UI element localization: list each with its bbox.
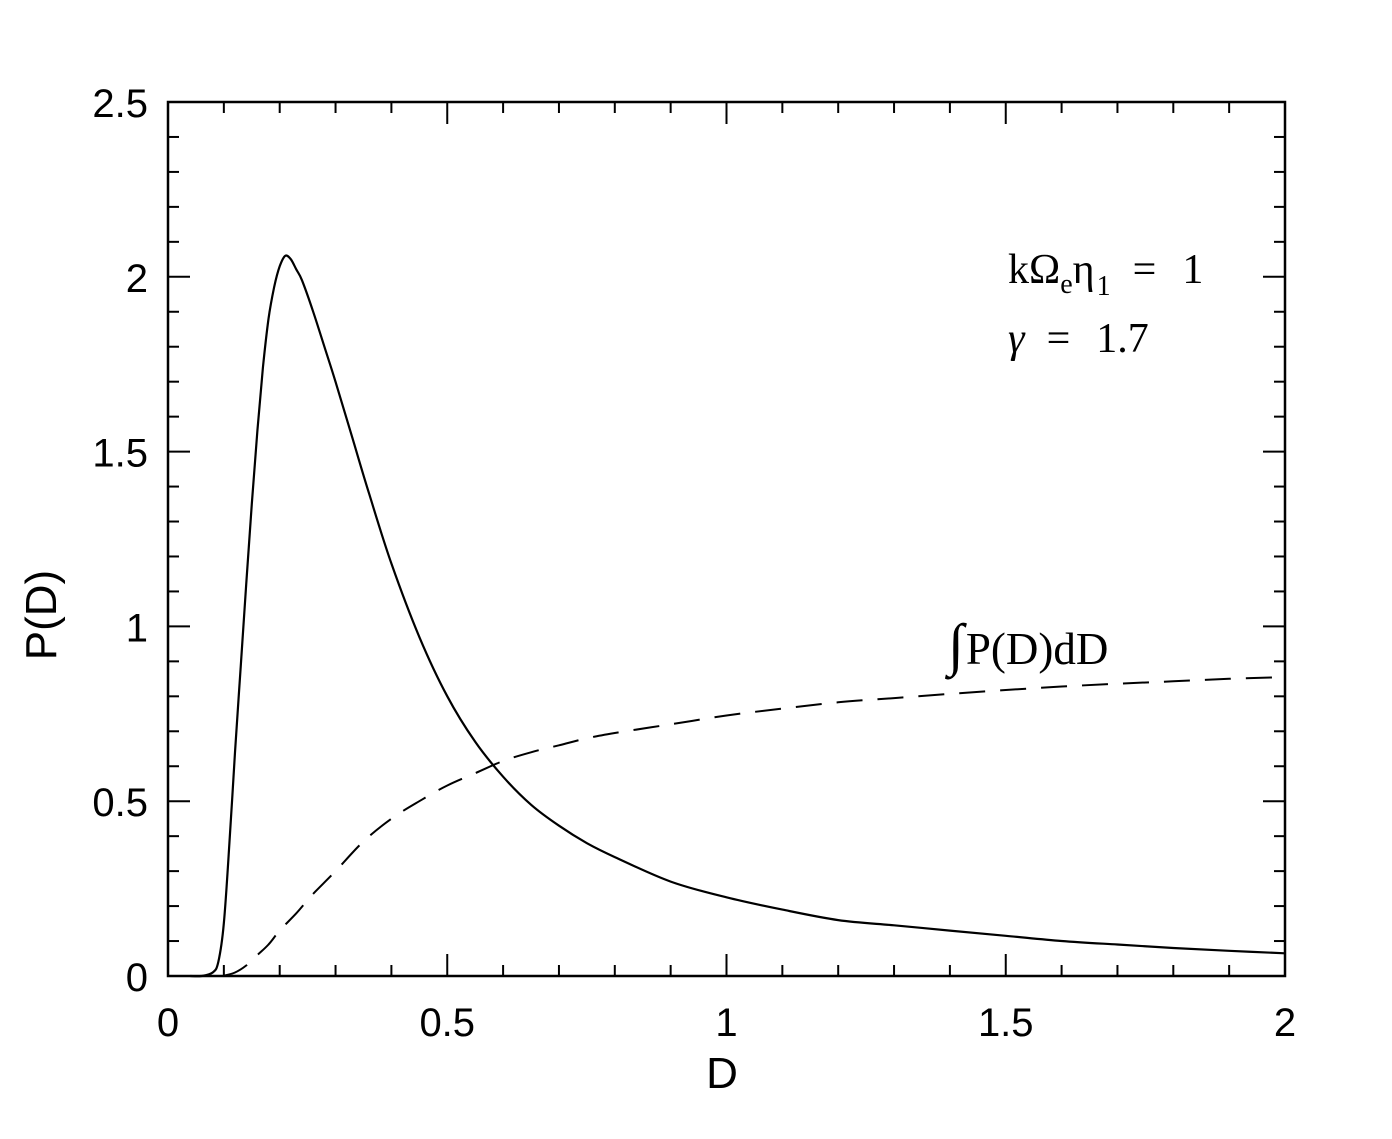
pdf-curve-solid bbox=[190, 254, 1286, 978]
y-tick-label: 0.5 bbox=[92, 781, 148, 825]
x-tick-label: 2 bbox=[1274, 1001, 1296, 1045]
cdf-curve-dashed bbox=[223, 676, 1286, 977]
x-tick-labels: 0 0.5 1 1.5 2 bbox=[157, 1001, 1296, 1045]
x-axis-title: D bbox=[706, 1049, 738, 1098]
x-tick-label: 0.5 bbox=[419, 1001, 475, 1045]
cdf-curve-label: ∫P(D)dD bbox=[944, 612, 1108, 680]
y-axis-title: P(D) bbox=[17, 570, 66, 660]
y-tick-label: 0 bbox=[126, 956, 148, 1000]
y-tick-label: 2 bbox=[126, 257, 148, 301]
y-tick-label: 1 bbox=[126, 606, 148, 650]
axis-ticks bbox=[167, 101, 1286, 977]
annotation-k-omega-eta: kΩeη1 = 1 bbox=[1008, 247, 1203, 302]
plot-frame bbox=[166, 100, 1287, 978]
x-tick-label: 1 bbox=[715, 1001, 737, 1045]
y-tick-label: 2.5 bbox=[92, 82, 148, 126]
annotation-gamma: γ = 1.7 bbox=[1008, 316, 1149, 362]
x-tick-label: 1.5 bbox=[978, 1001, 1034, 1045]
y-tick-labels: 0 0.5 1 1.5 2 2.5 bbox=[92, 82, 148, 1000]
x-tick-label: 0 bbox=[157, 1001, 179, 1045]
y-tick-label: 1.5 bbox=[92, 432, 148, 476]
